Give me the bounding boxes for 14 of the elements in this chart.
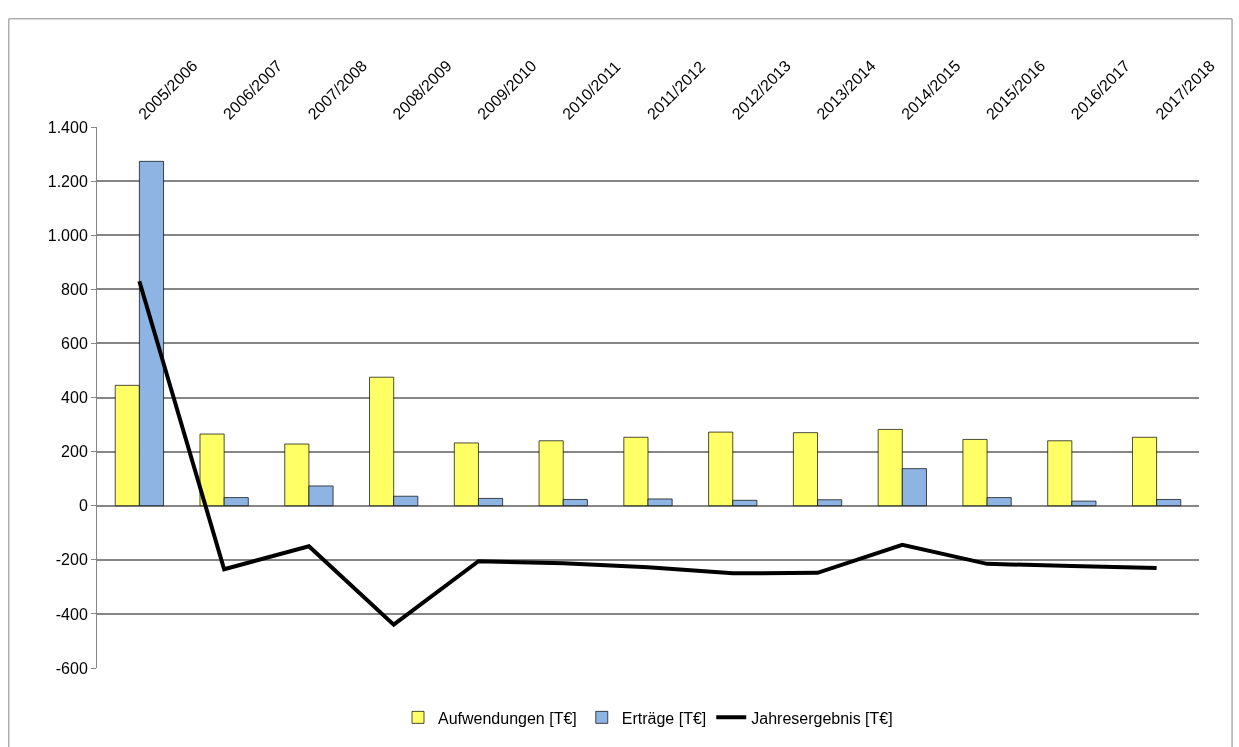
legend-label: Erträge [T€] bbox=[621, 709, 707, 727]
y-tick-label: -200 bbox=[55, 551, 88, 569]
y-tick-label: -600 bbox=[55, 659, 88, 677]
y-tick-label: 1.400 bbox=[47, 118, 88, 136]
y-tick-label: 200 bbox=[61, 443, 88, 461]
legend-label: Jahresergebnis [T€] bbox=[751, 709, 893, 727]
y-tick-label: 800 bbox=[61, 280, 88, 298]
y-tick-label: 1.200 bbox=[47, 172, 88, 190]
legend-label: Aufwendungen [T€] bbox=[438, 709, 577, 727]
y-tick-label: 600 bbox=[61, 335, 88, 352]
y-tick-label: 400 bbox=[61, 389, 88, 407]
y-tick-label: 1.000 bbox=[47, 226, 88, 244]
y-tick-label: -400 bbox=[55, 605, 88, 623]
y-tick-label: 0 bbox=[78, 497, 88, 515]
